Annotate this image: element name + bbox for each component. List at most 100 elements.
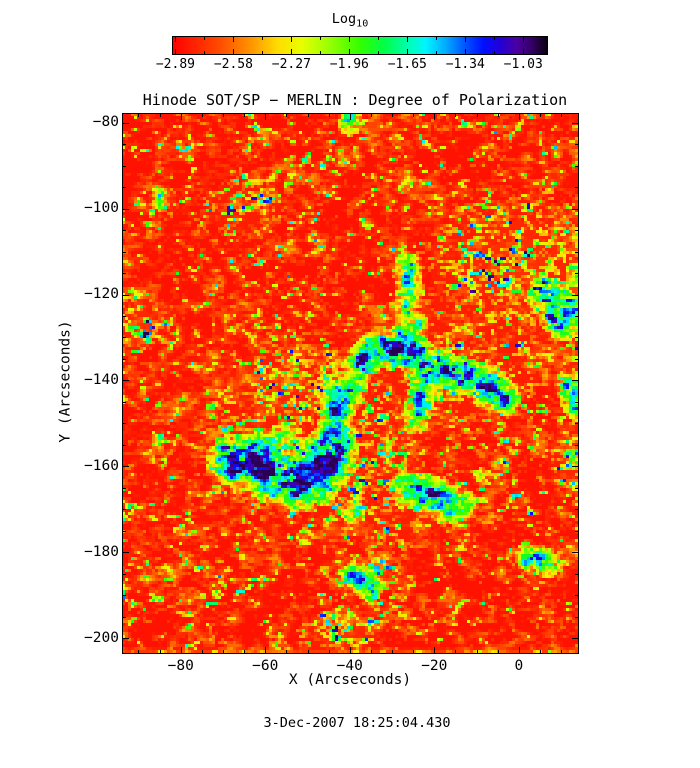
axis-tick-mark bbox=[575, 273, 578, 274]
axis-tick-mark bbox=[392, 114, 393, 117]
axis-tick-mark bbox=[123, 595, 126, 596]
axis-tick-mark bbox=[455, 114, 456, 117]
plot-area bbox=[122, 113, 579, 654]
axis-tick-mark bbox=[138, 114, 139, 117]
axis-tick-mark bbox=[123, 445, 126, 446]
axis-tick-mark bbox=[286, 114, 287, 117]
colorbar-tick-mark bbox=[320, 51, 321, 54]
axis-tick-mark bbox=[575, 252, 578, 253]
axis-tick-mark bbox=[123, 488, 126, 489]
heatmap-image bbox=[122, 113, 578, 653]
colorbar-tick-mark bbox=[494, 51, 495, 54]
axis-tick-mark bbox=[575, 488, 578, 489]
colorbar-tick-mark bbox=[262, 37, 263, 40]
colorbar-tick-label: −1.96 bbox=[329, 57, 369, 72]
axis-tick-mark bbox=[265, 114, 266, 120]
x-tick-label: −60 bbox=[252, 658, 279, 674]
axis-tick-mark bbox=[123, 638, 129, 639]
colorbar-tick-mark bbox=[349, 37, 350, 42]
axis-tick-mark bbox=[123, 144, 126, 145]
y-tick-label: −180 bbox=[84, 543, 119, 560]
axis-tick-mark bbox=[572, 209, 578, 210]
axis-tick-mark bbox=[540, 114, 541, 117]
axis-tick-mark bbox=[575, 166, 578, 167]
y-tick-label: −160 bbox=[84, 457, 119, 474]
axis-tick-mark bbox=[123, 359, 126, 360]
axis-tick-mark bbox=[575, 187, 578, 188]
axis-tick-mark bbox=[575, 337, 578, 338]
colorbar-title-main: Log bbox=[331, 11, 357, 27]
colorbar-tick-label: −2.89 bbox=[155, 57, 195, 72]
plot-frame-left bbox=[122, 113, 123, 654]
axis-tick-mark bbox=[123, 316, 126, 317]
x-tick-label: −20 bbox=[421, 658, 448, 674]
colorbar-gradient bbox=[173, 37, 547, 54]
axis-tick-mark bbox=[123, 509, 126, 510]
axis-tick-mark bbox=[123, 466, 129, 467]
axis-tick-mark bbox=[286, 650, 287, 653]
axis-tick-mark bbox=[575, 531, 578, 532]
colorbar-tick-mark bbox=[465, 37, 466, 42]
axis-tick-mark bbox=[202, 650, 203, 653]
axis-tick-mark bbox=[244, 114, 245, 117]
colorbar-tick-mark bbox=[465, 49, 466, 54]
axis-tick-mark bbox=[575, 445, 578, 446]
axis-tick-mark bbox=[572, 552, 578, 553]
axis-tick-mark bbox=[123, 123, 129, 124]
colorbar-tick-mark bbox=[378, 37, 379, 40]
axis-tick-mark bbox=[455, 650, 456, 653]
colorbar-tick-mark bbox=[436, 37, 437, 40]
axis-tick-mark bbox=[123, 380, 129, 381]
axis-tick-mark bbox=[413, 650, 414, 653]
y-tick-label: −100 bbox=[84, 200, 119, 217]
axis-tick-mark bbox=[519, 647, 520, 653]
axis-tick-mark bbox=[575, 359, 578, 360]
axis-tick-mark bbox=[181, 647, 182, 653]
axis-tick-mark bbox=[572, 380, 578, 381]
colorbar-tick-mark bbox=[233, 49, 234, 54]
axis-tick-mark bbox=[477, 114, 478, 117]
x-tick-label: 0 bbox=[514, 658, 524, 674]
axis-tick-mark bbox=[202, 114, 203, 117]
colorbar-title-sub: 10 bbox=[356, 18, 369, 30]
y-axis-title: Y (Arcseconds) bbox=[57, 320, 74, 443]
axis-tick-mark bbox=[123, 531, 126, 532]
colorbar-tick-mark bbox=[378, 51, 379, 54]
plot-frame-right bbox=[578, 113, 579, 654]
axis-tick-mark bbox=[329, 650, 330, 653]
axis-tick-mark bbox=[572, 638, 578, 639]
colorbar-tick-mark bbox=[320, 37, 321, 40]
axis-tick-mark bbox=[223, 650, 224, 653]
axis-tick-mark bbox=[123, 617, 126, 618]
axis-tick-mark bbox=[572, 295, 578, 296]
y-axis-tick-labels: −80 −100 −120 −140 −160 −180 −200 bbox=[49, 0, 119, 768]
y-tick-label: −200 bbox=[84, 629, 119, 646]
axis-tick-mark bbox=[138, 650, 139, 653]
axis-tick-mark bbox=[123, 230, 126, 231]
axis-tick-mark bbox=[575, 617, 578, 618]
axis-tick-mark bbox=[519, 114, 520, 120]
colorbar bbox=[172, 36, 548, 55]
colorbar-tick-label: −2.27 bbox=[271, 57, 311, 72]
x-axis-tick-labels: −80 −60 −40 −20 0 bbox=[0, 659, 700, 675]
colorbar-tick-mark bbox=[523, 49, 524, 54]
axis-tick-mark bbox=[575, 595, 578, 596]
colorbar-tick-mark bbox=[175, 49, 176, 54]
axis-tick-mark bbox=[498, 114, 499, 117]
x-tick-label: −40 bbox=[336, 658, 363, 674]
axis-tick-mark bbox=[371, 650, 372, 653]
axis-tick-mark bbox=[371, 114, 372, 117]
axis-tick-mark bbox=[329, 114, 330, 117]
colorbar-tick-mark bbox=[349, 49, 350, 54]
axis-tick-mark bbox=[498, 650, 499, 653]
colorbar-tick-label: −1.65 bbox=[387, 57, 427, 72]
colorbar-title: Log10 bbox=[0, 12, 700, 32]
axis-tick-mark bbox=[392, 650, 393, 653]
y-tick-label: −80 bbox=[92, 114, 119, 131]
colorbar-tick-label: −1.34 bbox=[445, 57, 485, 72]
colorbar-tick-mark bbox=[407, 49, 408, 54]
colorbar-tick-mark bbox=[291, 37, 292, 42]
axis-tick-mark bbox=[561, 650, 562, 653]
plot-title: Hinode SOT/SP − MERLIN : Degree of Polar… bbox=[142, 91, 568, 109]
